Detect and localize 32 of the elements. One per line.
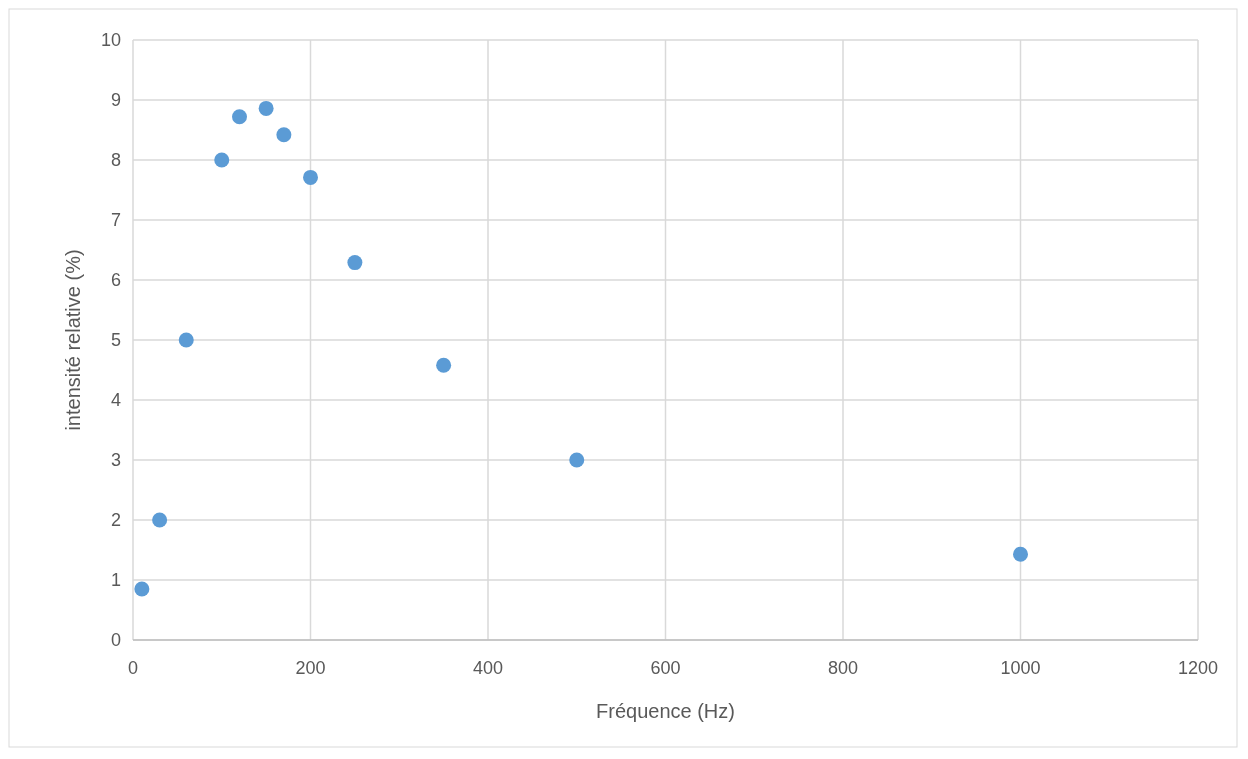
x-tick-label: 400	[472, 658, 504, 678]
point	[232, 109, 247, 125]
y-tick-label: 6	[110, 270, 121, 291]
x-tick-label: 800	[827, 658, 859, 678]
y-tick-label: 3	[110, 450, 121, 471]
y-tick-label: 5	[110, 330, 121, 351]
x-tick-label: 0	[127, 658, 139, 678]
point	[436, 357, 452, 373]
y-axis-title: intensité relative (%)	[62, 249, 84, 431]
point	[1013, 546, 1028, 562]
point	[134, 581, 150, 597]
point	[276, 127, 292, 143]
point	[214, 152, 230, 168]
point	[258, 100, 274, 116]
y-tick-label: 1	[110, 570, 121, 591]
y-tick-label: 2	[110, 510, 121, 531]
x-axis-title: Fréquence (Hz)	[596, 700, 735, 722]
y-tick-label: 8	[110, 150, 121, 171]
x-tick-label: 1000	[1000, 658, 1041, 678]
y-tick-label: 4	[110, 390, 121, 411]
y-tick-label: 0	[110, 630, 121, 651]
point	[303, 169, 318, 185]
point	[347, 255, 363, 271]
x-tick-label: 200	[295, 658, 326, 678]
y-tick-label: 7	[110, 210, 121, 231]
y-tick-label: 10	[100, 30, 121, 51]
x-tick-label: 1200	[1177, 658, 1219, 678]
y-tick-label: 9	[110, 90, 121, 111]
point	[178, 332, 194, 348]
point	[152, 512, 168, 528]
x-tick-label: 600	[650, 658, 681, 678]
point	[569, 452, 585, 468]
